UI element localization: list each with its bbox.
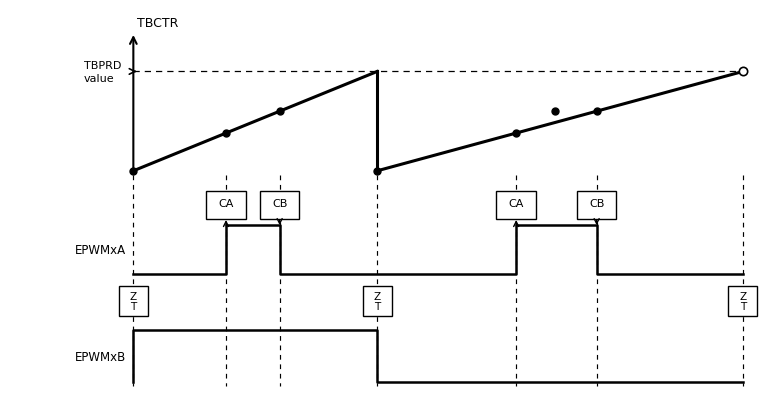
- Text: EPWMxA: EPWMxA: [75, 243, 126, 256]
- Text: CA: CA: [508, 199, 523, 209]
- Text: T: T: [374, 301, 380, 311]
- Text: EPWMxB: EPWMxB: [75, 350, 126, 363]
- Bar: [363, 287, 392, 316]
- Bar: [728, 287, 757, 316]
- Text: TBPRD
value: TBPRD value: [84, 61, 121, 83]
- Text: CB: CB: [272, 199, 287, 209]
- Bar: [260, 191, 299, 219]
- Text: Z: Z: [739, 292, 747, 302]
- Text: Z: Z: [373, 292, 381, 302]
- Text: T: T: [130, 301, 136, 311]
- Bar: [496, 191, 536, 219]
- Bar: [207, 191, 246, 219]
- Bar: [119, 287, 148, 316]
- Text: CB: CB: [589, 199, 604, 209]
- Text: CA: CA: [219, 199, 234, 209]
- Text: TBCTR: TBCTR: [137, 17, 178, 30]
- Text: Z: Z: [130, 292, 137, 302]
- Text: T: T: [740, 301, 746, 311]
- Bar: [577, 191, 616, 219]
